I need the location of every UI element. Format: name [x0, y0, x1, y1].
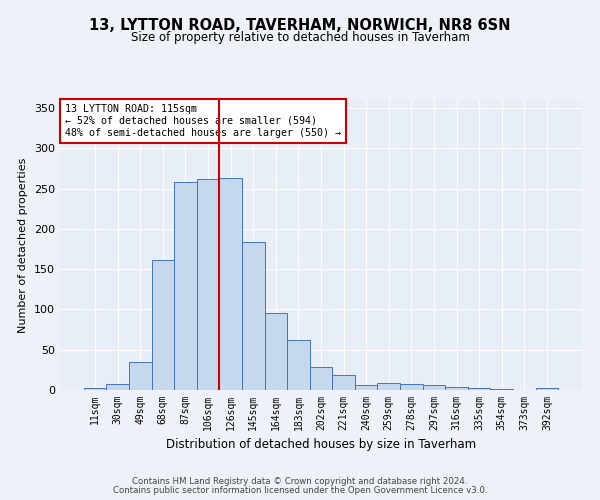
Bar	[536, 388, 558, 390]
Bar	[152, 260, 174, 390]
Bar	[197, 179, 220, 390]
Y-axis label: Number of detached properties: Number of detached properties	[19, 158, 28, 332]
Bar	[355, 385, 377, 390]
Bar	[84, 388, 106, 390]
Bar	[242, 242, 265, 390]
X-axis label: Distribution of detached houses by size in Taverham: Distribution of detached houses by size …	[166, 438, 476, 452]
Bar	[332, 374, 355, 390]
Bar	[265, 312, 287, 390]
Bar	[422, 385, 445, 390]
Bar	[287, 340, 310, 390]
Bar	[174, 182, 197, 390]
Text: Contains HM Land Registry data © Crown copyright and database right 2024.: Contains HM Land Registry data © Crown c…	[132, 477, 468, 486]
Bar	[129, 362, 152, 390]
Bar	[490, 389, 513, 390]
Text: 13, LYTTON ROAD, TAVERHAM, NORWICH, NR8 6SN: 13, LYTTON ROAD, TAVERHAM, NORWICH, NR8 …	[89, 18, 511, 32]
Bar	[468, 388, 490, 390]
Text: Contains public sector information licensed under the Open Government Licence v3: Contains public sector information licen…	[113, 486, 487, 495]
Bar	[310, 368, 332, 390]
Bar	[377, 383, 400, 390]
Bar	[445, 387, 468, 390]
Bar	[400, 384, 422, 390]
Bar	[106, 384, 129, 390]
Text: Size of property relative to detached houses in Taverham: Size of property relative to detached ho…	[131, 31, 469, 44]
Bar	[220, 178, 242, 390]
Text: 13 LYTTON ROAD: 115sqm
← 52% of detached houses are smaller (594)
48% of semi-de: 13 LYTTON ROAD: 115sqm ← 52% of detached…	[65, 104, 341, 138]
